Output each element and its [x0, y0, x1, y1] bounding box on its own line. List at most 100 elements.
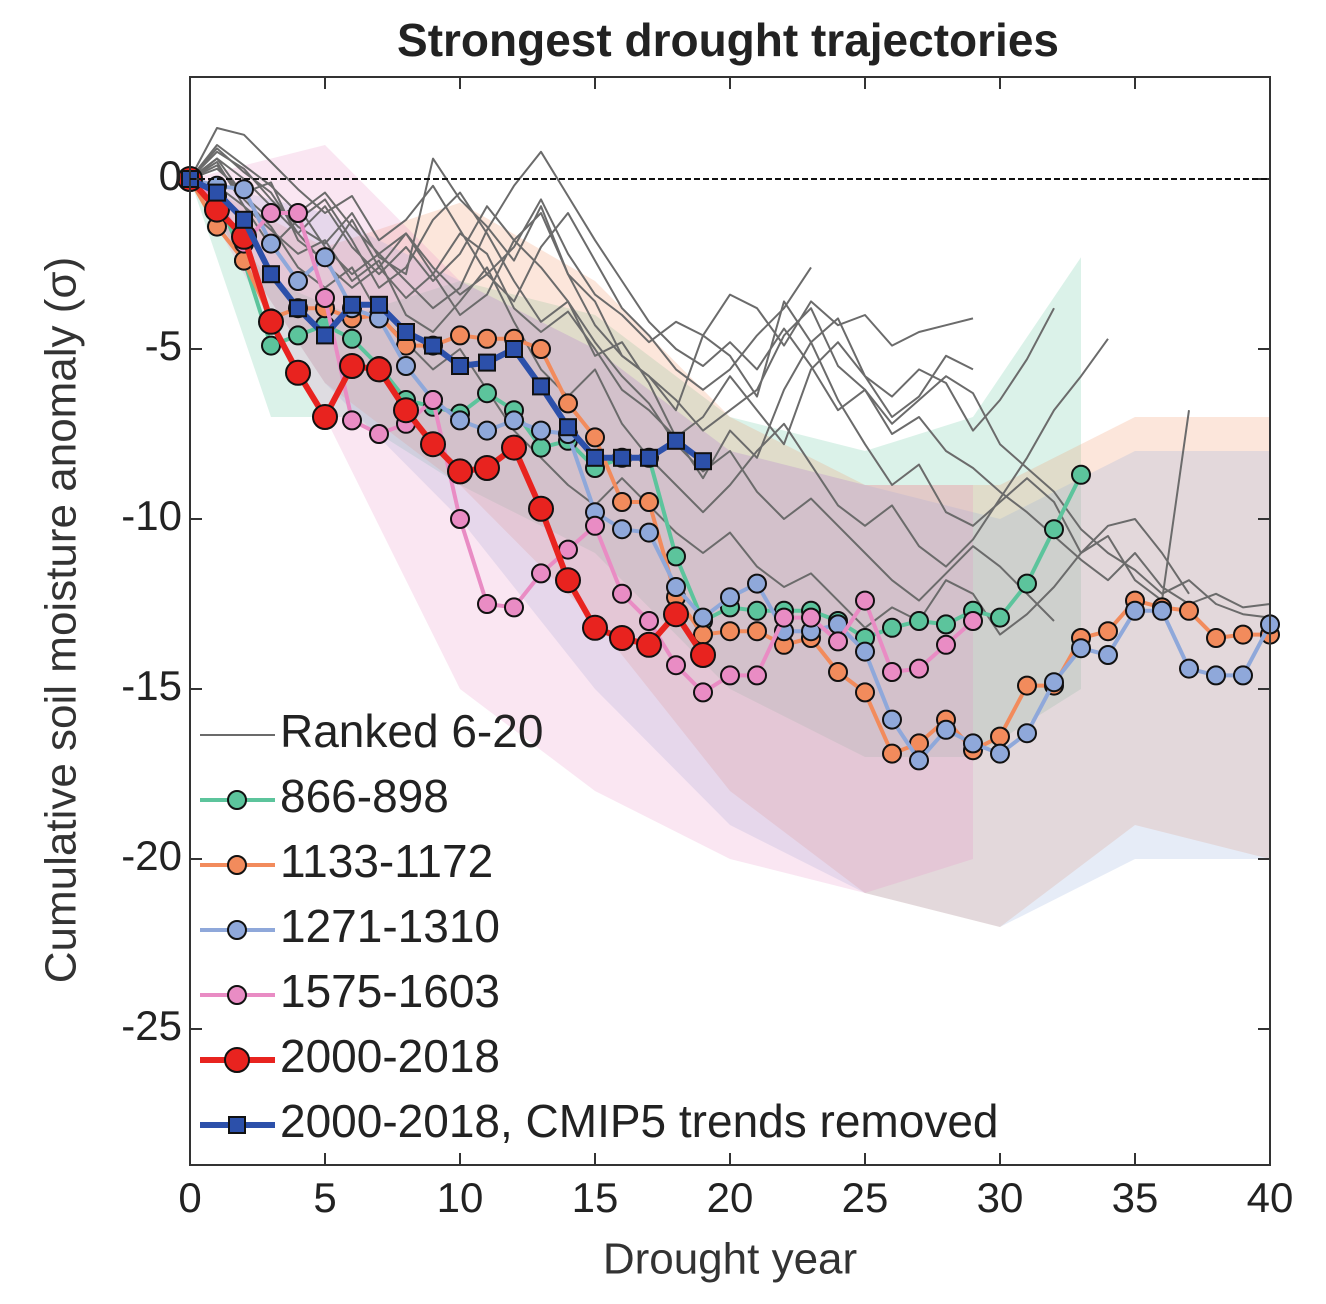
- marker: [235, 210, 253, 229]
- marker: [1044, 519, 1064, 540]
- marker: [1071, 638, 1091, 659]
- x-tick-label: 15: [572, 1174, 619, 1221]
- marker: [397, 323, 415, 341]
- marker: [315, 288, 335, 308]
- marker: [585, 515, 605, 536]
- marker: [882, 617, 902, 638]
- marker: [261, 203, 281, 223]
- axes: 0 5 10 15 20 25 30 35 40 0 -5 -10 -15 -20 -25: [121, 76, 1293, 1221]
- marker: [613, 448, 631, 467]
- y-tick-label: -20: [121, 832, 182, 879]
- marker: [504, 597, 524, 618]
- marker: [747, 665, 767, 686]
- marker: [208, 183, 226, 202]
- marker: [224, 1047, 250, 1073]
- marker: [882, 709, 902, 730]
- marker: [774, 607, 794, 628]
- marker: [693, 682, 713, 703]
- series: [180, 169, 983, 703]
- marker: [396, 356, 416, 376]
- marker: [423, 390, 443, 410]
- marker: [990, 607, 1010, 628]
- marker: [666, 546, 686, 567]
- series-line: [189, 157, 1055, 622]
- marker: [531, 563, 551, 584]
- marker: [532, 377, 550, 396]
- series-line: [189, 164, 1190, 636]
- marker: [666, 577, 686, 597]
- marker: [477, 420, 497, 441]
- x-tick-label: 20: [707, 1174, 754, 1221]
- marker: [1071, 464, 1091, 485]
- marker: [1044, 672, 1064, 693]
- marker: [289, 299, 307, 318]
- marker: [312, 404, 338, 430]
- marker: [450, 410, 470, 431]
- series: [181, 170, 712, 471]
- marker: [1017, 675, 1037, 696]
- marker: [315, 247, 335, 268]
- marker: [505, 340, 523, 358]
- marker: [228, 1116, 246, 1134]
- marker: [420, 431, 446, 458]
- marker: [288, 271, 308, 291]
- x-tick-label: 10: [437, 1174, 484, 1221]
- legend: Ranked 6-20 866-898 1133-1172 1271-1310 1575…: [200, 705, 999, 1147]
- marker: [227, 855, 247, 875]
- marker: [1017, 723, 1037, 744]
- marker: [366, 356, 392, 383]
- marker: [936, 614, 956, 635]
- marker: [342, 328, 362, 349]
- marker: [424, 336, 442, 355]
- marker: [288, 325, 308, 346]
- legend-label: 2000-2018: [280, 1030, 500, 1082]
- marker: [288, 203, 308, 223]
- marker: [258, 308, 284, 335]
- series-line: [189, 150, 1271, 609]
- marker: [447, 458, 473, 485]
- marker: [478, 353, 496, 372]
- series-line: [189, 147, 1271, 619]
- marker: [450, 509, 470, 529]
- marker: [393, 397, 419, 424]
- y-tick-label: -10: [121, 492, 182, 539]
- marker: [909, 750, 929, 771]
- marker: [690, 642, 716, 668]
- marker: [609, 625, 635, 651]
- marker: [1233, 665, 1253, 686]
- marker: [1233, 624, 1253, 645]
- y-tick-label: -5: [145, 322, 182, 369]
- marker: [261, 335, 281, 356]
- marker: [639, 492, 659, 512]
- legend-label: 1575-1603: [280, 965, 500, 1017]
- marker: [855, 682, 875, 703]
- marker: [828, 662, 848, 682]
- marker: [531, 437, 551, 458]
- marker: [1017, 573, 1037, 594]
- marker: [909, 658, 929, 679]
- marker: [504, 410, 524, 431]
- chart-title: Strongest drought trajectories: [397, 14, 1059, 66]
- marker: [261, 233, 281, 254]
- marker: [1179, 658, 1199, 679]
- marker: [640, 448, 658, 467]
- marker: [882, 662, 902, 682]
- legend-label: 1271-1310: [280, 900, 500, 952]
- marker: [990, 743, 1010, 764]
- marker: [990, 726, 1010, 747]
- marker: [234, 179, 254, 200]
- series-lines: [177, 166, 1280, 771]
- marker: [585, 427, 605, 448]
- marker: [262, 265, 280, 284]
- series-line: [189, 127, 974, 347]
- marker: [1098, 621, 1118, 642]
- marker: [528, 495, 554, 522]
- marker: [369, 424, 389, 444]
- marker: [747, 621, 767, 642]
- legend-label: Ranked 6-20: [280, 705, 543, 757]
- marker: [1098, 645, 1118, 665]
- marker: [1206, 665, 1226, 686]
- marker: [501, 434, 527, 461]
- marker: [963, 611, 983, 631]
